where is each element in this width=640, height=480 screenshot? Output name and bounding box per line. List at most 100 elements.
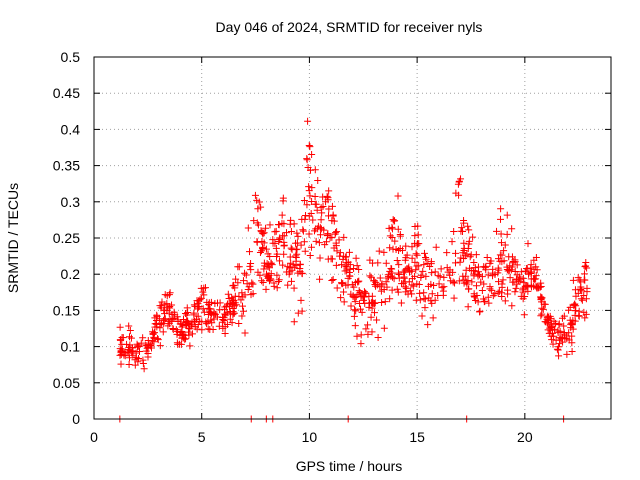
data-point [283, 268, 291, 276]
data-point [464, 303, 472, 311]
data-point [231, 292, 239, 300]
data-point [199, 288, 207, 296]
data-point [188, 330, 196, 338]
y-tick-label: 0.15 [53, 302, 80, 318]
data-point [460, 246, 468, 254]
data-point [568, 321, 576, 329]
data-point [385, 224, 393, 232]
data-point [294, 309, 302, 317]
data-point [422, 272, 430, 280]
data-point [396, 232, 404, 240]
data-point [312, 237, 320, 245]
data-point [316, 231, 324, 239]
data-point [204, 325, 212, 333]
data-point [420, 261, 428, 269]
data-point [422, 255, 430, 263]
data-point [351, 322, 359, 330]
data-point [547, 322, 555, 330]
data-point [139, 334, 147, 342]
data-point [387, 264, 395, 272]
data-point [216, 299, 224, 307]
data-point [465, 285, 473, 293]
y-tick-label: 0.4 [61, 121, 81, 137]
data-point [342, 281, 350, 289]
data-point [317, 216, 325, 224]
data-point [300, 197, 308, 205]
data-point [382, 259, 390, 267]
data-point [221, 329, 229, 337]
data-point [338, 279, 346, 287]
data-point [345, 248, 353, 256]
data-point [394, 225, 402, 233]
data-point [232, 275, 240, 283]
data-point [450, 294, 458, 302]
data-point [226, 315, 234, 323]
data-point [357, 340, 365, 348]
data-point [303, 155, 311, 163]
data-point [262, 245, 270, 253]
data-point [328, 233, 336, 241]
data-point [224, 290, 232, 298]
data-point [219, 324, 227, 332]
data-point [144, 350, 152, 358]
data-point [318, 209, 326, 217]
data-point [550, 332, 558, 340]
data-point [460, 279, 468, 287]
data-point [278, 219, 286, 227]
data-point [412, 250, 420, 258]
data-point [225, 294, 233, 302]
data-point [265, 277, 273, 285]
data-point [253, 219, 261, 227]
data-point [406, 287, 414, 295]
data-point [394, 192, 402, 200]
data-point [402, 254, 410, 262]
data-point [496, 251, 504, 259]
x-tick-label: 5 [198, 429, 206, 445]
data-point [551, 325, 559, 333]
data-point [437, 265, 445, 273]
data-point [275, 278, 283, 286]
data-point [161, 301, 169, 309]
data-point [388, 286, 396, 294]
data-point [345, 268, 353, 276]
data-point [396, 244, 404, 252]
data-point [314, 177, 322, 185]
data-point [290, 318, 298, 326]
data-point [368, 299, 376, 307]
data-point [421, 304, 429, 312]
data-point [186, 342, 194, 350]
data-point [358, 308, 366, 316]
data-point [253, 196, 261, 204]
data-point [537, 295, 545, 303]
data-point [204, 304, 212, 312]
data-point [443, 264, 451, 272]
data-point [538, 304, 546, 312]
data-point [210, 309, 218, 317]
data-point [117, 360, 125, 368]
data-point [262, 285, 270, 293]
data-point [401, 283, 409, 291]
data-point [292, 252, 300, 260]
x-tick-label: 0 [90, 429, 98, 445]
data-point [181, 331, 189, 339]
data-point [472, 282, 480, 290]
data-point [462, 266, 470, 274]
data-point [337, 294, 345, 302]
data-point [503, 211, 511, 219]
data-point [484, 271, 492, 279]
data-point [516, 275, 524, 283]
data-point [298, 307, 306, 315]
data-point [194, 320, 202, 328]
data-point [275, 257, 283, 265]
data-point [508, 302, 516, 310]
data-point [193, 315, 201, 323]
y-tick-labels: 0 0.05 0.1 0.15 0.2 0.25 0.3 0.35 0.4 0.45 0.5 [53, 49, 80, 427]
data-point [362, 325, 370, 333]
data-point [256, 271, 264, 279]
data-point [355, 266, 363, 274]
data-point [166, 289, 174, 297]
data-point [519, 295, 527, 303]
data-point [428, 299, 436, 307]
data-point [571, 317, 579, 325]
data-point [365, 303, 373, 311]
